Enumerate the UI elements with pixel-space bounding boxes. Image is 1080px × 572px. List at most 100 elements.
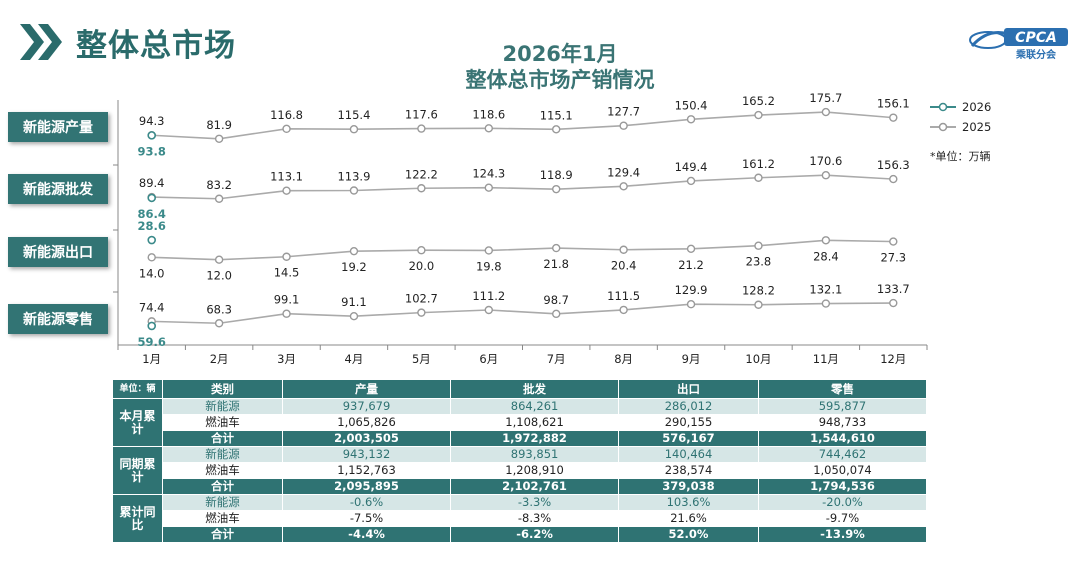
series-2025-data-label: 102.7 xyxy=(405,292,438,306)
table-category-cell: 新能源 xyxy=(162,398,283,415)
series-2025-point xyxy=(214,319,224,328)
series-2025-data-label: 68.3 xyxy=(206,302,232,316)
series-2025-data-label: 165.2 xyxy=(742,94,775,108)
series-2025-point xyxy=(417,246,426,255)
table-group-label: 同期累计 xyxy=(112,446,163,495)
table-cell: 943,132 xyxy=(281,446,452,463)
table-cell: 948,733 xyxy=(757,414,928,431)
x-tick-label: 8月 xyxy=(614,352,633,366)
series-2025-data-label: 132.1 xyxy=(809,283,842,297)
table-category-cell: 合计 xyxy=(162,526,283,543)
table-cell: 2,003,505 xyxy=(281,430,452,447)
table-cell: 286,012 xyxy=(618,398,759,415)
unit-note: *单位：万辆 xyxy=(930,149,991,163)
series-2025-point xyxy=(619,305,628,315)
table-cell: 937,679 xyxy=(281,398,452,415)
series-2025-data-label: 91.1 xyxy=(341,295,367,309)
series-2025-point xyxy=(889,174,898,184)
x-tick-label: 2月 xyxy=(210,352,229,366)
table-category-cell: 合计 xyxy=(162,478,283,495)
x-tick-label: 9月 xyxy=(682,352,701,366)
table-row: 合计 2,003,505 1,972,882 576,167 1,544,610 xyxy=(113,430,928,447)
table-header-row: 单位：辆 类别 产量 批发 出口 零售 xyxy=(112,379,928,399)
table-body: 本月累计 新能源 937,679 864,261 286,012 595,877 燃油车 1,… xyxy=(112,398,928,543)
table-cell: -4.4% xyxy=(281,526,452,543)
series-2025-data-label: 150.4 xyxy=(675,98,708,112)
table-row: 合计 2,095,895 2,102,761 379,038 1,794,536 xyxy=(113,478,928,495)
series-2025-data-label: 117.6 xyxy=(405,108,438,122)
series-2025-data-label: 175.7 xyxy=(809,91,842,105)
series-2025-data-label: 116.8 xyxy=(270,108,303,122)
table-cell: 893,851 xyxy=(450,446,620,463)
series-2025-data-label: 83.2 xyxy=(206,178,232,192)
x-tick-label: 5月 xyxy=(412,352,431,366)
legend-2025-label: 2025 xyxy=(962,120,991,134)
x-tick-label: 1月 xyxy=(142,352,161,366)
series-2026-point xyxy=(147,321,157,331)
table-row: 同期累计 新能源 943,132 893,851 140,464 744,462 xyxy=(112,446,928,495)
series-2025-data-label: 133.7 xyxy=(877,282,910,296)
table-cell: -13.9% xyxy=(757,526,928,543)
chart-panel: 94.3 81.9 116.8 115.4 117.6 118.6 115.1 127.7 15… xyxy=(138,91,910,158)
table-category-cell: 合计 xyxy=(162,430,283,447)
table-row: 燃油车 1,065,826 1,108,621 290,155 948,733 xyxy=(113,414,928,431)
table-row: 燃油车 1,152,763 1,208,910 238,574 1,050,074 xyxy=(113,462,928,479)
series-2025-point xyxy=(484,305,493,315)
series-2025-line xyxy=(151,111,894,140)
table-cell: 595,877 xyxy=(757,398,928,415)
table-header-retail: 零售 xyxy=(757,379,928,399)
table-row: 累计同比 新能源 -0.6% -3.3% 103.6% -20.0% xyxy=(112,494,928,543)
table-cell: -9.7% xyxy=(757,510,928,527)
series-2025-point xyxy=(147,253,156,262)
series-2025-point xyxy=(754,110,763,120)
double-chevron-icon xyxy=(20,24,62,60)
chart-panel: 14.0 12.0 14.5 19.2 20.0 19.8 21.8 20.4 21.2 23.8… xyxy=(138,219,907,283)
series-2025-point xyxy=(282,186,291,195)
series-2025-point xyxy=(754,300,763,309)
table-cell: 52.0% xyxy=(618,526,759,543)
series-2025-data-label: 14.5 xyxy=(274,266,300,280)
series-2025-point xyxy=(552,309,561,319)
page-title: 整体总市场 xyxy=(76,28,236,64)
table-cell: 1,152,763 xyxy=(281,462,452,479)
x-tick-label: 7月 xyxy=(547,352,566,366)
panel-label-wholesale: 新能源批发 xyxy=(8,174,108,204)
cpca-logo: CPCA 乘联分会 xyxy=(969,28,1068,61)
table-cell: 2,095,895 xyxy=(281,478,452,495)
x-tick-label: 3月 xyxy=(277,352,296,366)
series-2025-data-label: 118.6 xyxy=(472,107,505,121)
series-2025-data-label: 124.3 xyxy=(472,167,505,181)
chart-axes: 1月 2月 3月 4月 5月 6月 7月 8月 9月 10月 11月 12月 xyxy=(113,100,928,366)
series-2025-data-label: 81.9 xyxy=(206,118,232,132)
series-2025-point xyxy=(619,182,628,191)
table-cell: 1,794,536 xyxy=(757,478,928,495)
table-cell: -0.6% xyxy=(281,494,452,511)
series-2025-point xyxy=(686,176,696,186)
series-2025-data-label: 113.9 xyxy=(337,169,370,183)
series-2026-data-label: 93.8 xyxy=(138,144,166,158)
series-2025-point xyxy=(349,186,359,195)
table-cell: 1,208,910 xyxy=(450,462,620,479)
series-2025-data-label: 14.0 xyxy=(139,266,165,280)
series-2025-point xyxy=(417,124,426,133)
table-cell: 238,574 xyxy=(618,462,759,479)
table-cell: 21.6% xyxy=(618,510,759,527)
table-cell: 2,102,761 xyxy=(450,478,620,495)
series-2025-point xyxy=(484,246,493,255)
table-row: 本月累计 新能源 937,679 864,261 286,012 595,877 xyxy=(112,398,928,447)
series-2025-data-label: 129.4 xyxy=(607,165,640,179)
series-2025-data-label: 21.8 xyxy=(543,257,569,271)
x-tick-label: 6月 xyxy=(479,352,498,366)
table-cell: 1,972,882 xyxy=(450,430,620,447)
series-2026-data-label: 28.6 xyxy=(138,219,166,233)
legend-2025-marker xyxy=(938,122,948,132)
series-2025-data-label: 21.2 xyxy=(678,258,704,272)
table-header-category: 类别 xyxy=(162,379,283,399)
table-cell: 290,155 xyxy=(618,414,759,431)
table-cell: -20.0% xyxy=(757,494,928,511)
series-2025-point xyxy=(349,125,359,134)
table-category-cell: 燃油车 xyxy=(162,510,283,527)
table-cell: 576,167 xyxy=(618,430,759,447)
table-header-production: 产量 xyxy=(281,379,452,399)
chart-panel: 89.4 83.2 113.1 113.9 122.2 124.3 118.9 129.4 14… xyxy=(138,154,910,221)
